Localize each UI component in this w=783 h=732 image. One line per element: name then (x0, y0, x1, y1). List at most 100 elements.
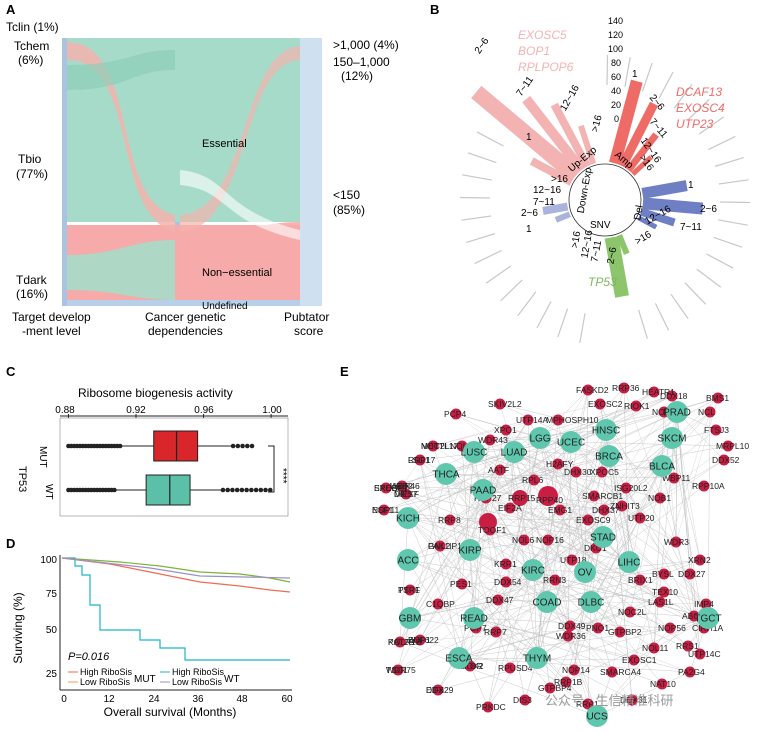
km-high-mut (62, 557, 290, 661)
gene-label: DDX31 (620, 695, 648, 705)
cancer-label: LUAD (501, 448, 528, 459)
gene-node (596, 466, 608, 478)
gene-label: NOL6 (512, 535, 534, 545)
sig-stars: **** (277, 468, 288, 484)
cancer-node (399, 607, 421, 629)
gene-label: NOC2L (421, 441, 450, 451)
network-edge (383, 455, 610, 511)
cancer-node (697, 607, 719, 629)
gene-node (549, 574, 561, 586)
gene-label: BOP1 (408, 635, 431, 645)
polar-bar (642, 197, 704, 215)
polar-tick (579, 313, 586, 343)
gene-label: POLR1B (388, 637, 422, 647)
outlier (234, 487, 240, 493)
cancer-label: KIRC (521, 566, 545, 577)
gene-node (380, 482, 392, 494)
polar-tick (460, 196, 491, 199)
network-edge (573, 455, 610, 671)
network-edge (449, 519, 641, 581)
polar-bar (522, 96, 586, 174)
gene-label: XPO1 (494, 425, 517, 435)
gene-label: ESF1 (372, 505, 394, 515)
network-edge (570, 441, 729, 447)
network-edge (458, 579, 556, 659)
network-edge (605, 429, 655, 649)
network-edge (505, 429, 598, 717)
network-edge (707, 411, 711, 619)
gene-node (392, 664, 404, 676)
rtick: 60 (611, 72, 621, 82)
network-edge (505, 429, 577, 473)
cancer-label: ACC (397, 556, 418, 567)
flow-tdark-essential (67, 240, 175, 300)
network-edge (603, 509, 705, 629)
gene-rplpop6: RPLPOP6 (518, 60, 574, 74)
gene-node (682, 640, 694, 652)
gene-label: DIEXF (394, 489, 419, 499)
network-edge (584, 389, 589, 573)
cancer-node (529, 427, 551, 449)
network-edge (419, 465, 663, 641)
gene-label: UTP14A (516, 415, 548, 425)
label-tdark-pct: (16%) (16, 287, 48, 301)
d-xtick: 24 (148, 694, 160, 705)
polar-bar-group (618, 101, 659, 169)
network-edge (419, 639, 567, 683)
cancer-node (463, 607, 485, 629)
legend-item: High RiboSis (80, 667, 133, 677)
gene-label: EMG1 (548, 505, 572, 515)
gene-label: AATF (488, 465, 509, 475)
network-edge (419, 459, 633, 701)
network-edge (557, 463, 621, 633)
gene-node (700, 598, 712, 610)
network-edge (409, 617, 497, 633)
polar-tick (461, 215, 492, 221)
cancer-label: COAD (533, 598, 562, 609)
gene-label: PRKDC (476, 702, 506, 712)
cancer-label: THYM (523, 654, 551, 665)
cancer-node (522, 559, 544, 581)
gene-node (504, 662, 516, 674)
cancer-label: TGCT (694, 614, 721, 625)
bin-label: 2~6 (700, 204, 717, 215)
gene-label: RRP36 (612, 383, 640, 393)
gene-node (666, 390, 678, 402)
gene-node-hub (538, 486, 558, 506)
polar-tick (658, 71, 674, 99)
polar-tick (641, 62, 653, 92)
network-edge (565, 465, 663, 683)
network-edge (407, 497, 521, 561)
bin-label: 1 (688, 180, 694, 191)
gene-node (684, 666, 696, 678)
gene-label: RPP10A (692, 481, 725, 491)
gene-label: DDX47 (486, 595, 514, 605)
cancer-label: PRAD (663, 408, 691, 419)
d-xtick: 0 (61, 694, 67, 705)
gene-node (620, 482, 632, 494)
gene-label: DKC1 (584, 543, 607, 553)
rtick: 120 (608, 30, 623, 40)
polar-bar-group (522, 96, 586, 174)
gene-node (560, 676, 572, 688)
polar-bar-group (642, 197, 704, 215)
c-boxes (66, 430, 273, 506)
gene-node (566, 554, 578, 566)
gene-node (664, 622, 676, 634)
network-edge (473, 451, 597, 549)
cancer-node (618, 551, 640, 573)
axis-dep-1: Cancer genetic (145, 310, 226, 324)
polar-bar (637, 215, 658, 230)
gene-label: RRP1B (554, 677, 583, 687)
group-wt: WT (43, 484, 54, 500)
label-lt150: <150 (333, 188, 360, 202)
network-edge (473, 451, 589, 521)
network-edge (513, 451, 605, 511)
network-edge (590, 601, 613, 673)
network-edge (605, 395, 673, 431)
network-edge (505, 437, 673, 583)
panel-b: B 140 120 100 80 60 40 20 0 Up-Exp Amp D… (430, 2, 750, 343)
d-xtick: 36 (192, 694, 204, 705)
bin-label: 7~11 (680, 222, 702, 233)
